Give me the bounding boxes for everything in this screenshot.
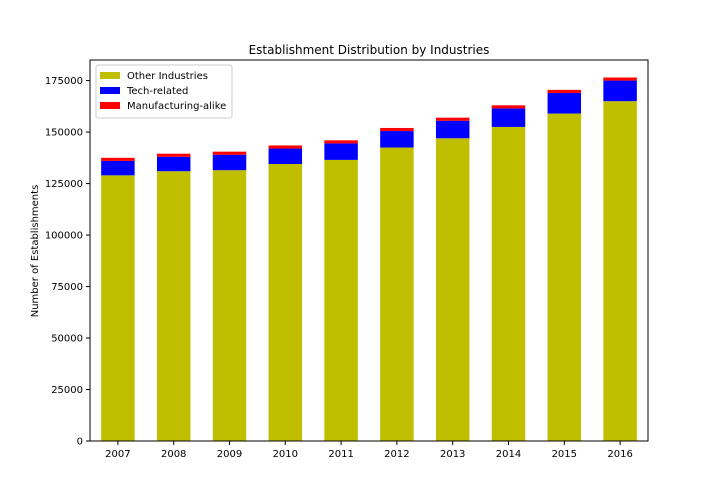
x-tick-label: 2016 — [607, 449, 632, 460]
bar-tech-related-2007 — [101, 160, 135, 176]
bar-other-industries-2012 — [380, 147, 414, 441]
bar-manufacturing-alike-2016 — [603, 77, 637, 81]
bar-tech-related-2011 — [324, 143, 358, 160]
bar-manufacturing-alike-2007 — [101, 157, 135, 161]
bar-manufacturing-alike-2015 — [547, 89, 582, 93]
bar-tech-related-2014 — [491, 108, 526, 127]
bar-other-industries-2009 — [212, 170, 247, 441]
y-tick-label: 25000 — [51, 385, 83, 396]
legend-label: Other Industries — [127, 71, 208, 82]
bar-other-industries-2014 — [491, 126, 526, 442]
x-tick-label: 2013 — [440, 449, 465, 460]
bar-manufacturing-alike-2014 — [491, 105, 526, 109]
axes-layer: 0 25000 50000 75000 100000 125000 150000 175000… — [45, 59, 649, 460]
bar-tech-related-2010 — [268, 148, 303, 165]
bar-tech-related-2008 — [156, 156, 191, 172]
bar-manufacturing-alike-2009 — [212, 151, 247, 155]
y-tick-label: 175000 — [45, 76, 83, 87]
bars-layer — [101, 77, 637, 442]
bar-other-industries-2008 — [156, 171, 191, 441]
legend-box — [95, 64, 233, 119]
x-tick-label: 2009 — [217, 449, 242, 460]
x-tick-label: 2008 — [161, 449, 186, 460]
legend-swatch — [100, 72, 120, 79]
bar-manufacturing-alike-2008 — [156, 153, 191, 157]
bar-manufacturing-alike-2010 — [268, 145, 303, 149]
bar-tech-related-2016 — [603, 80, 637, 102]
y-tick-label: 75000 — [51, 282, 83, 293]
x-tick-label: 2012 — [384, 449, 409, 460]
bar-other-industries-2015 — [547, 113, 582, 442]
bar-other-industries-2010 — [268, 164, 303, 441]
bar-other-industries-2013 — [435, 138, 470, 441]
plot-frame — [89, 59, 649, 442]
legend-label: Tech-related — [126, 86, 188, 97]
bar-manufacturing-alike-2011 — [324, 140, 358, 144]
bar-other-industries-2007 — [101, 175, 135, 441]
bar-other-industries-2011 — [324, 159, 358, 441]
y-tick-label: 150000 — [45, 128, 83, 139]
x-tick-label: 2007 — [105, 449, 130, 460]
y-tick-label: 50000 — [51, 334, 83, 345]
bar-manufacturing-alike-2012 — [380, 127, 414, 132]
legend-swatch — [100, 87, 120, 94]
legend-swatch — [100, 102, 120, 109]
bar-manufacturing-alike-2013 — [435, 117, 470, 121]
y-axis-label: Number of Establishments — [30, 185, 41, 318]
legend-label: Manufacturing-alike — [127, 101, 226, 112]
y-tick-label: 125000 — [45, 179, 83, 190]
y-tick-label: 0 — [77, 437, 83, 448]
x-tick-label: 2015 — [552, 449, 577, 460]
x-tick-label: 2011 — [328, 449, 353, 460]
bar-other-industries-2016 — [603, 101, 637, 441]
bar-tech-related-2013 — [435, 120, 470, 139]
bar-tech-related-2015 — [547, 92, 582, 114]
chart-title: Establishment Distribution by Industries — [249, 43, 490, 57]
bar-tech-related-2012 — [380, 131, 414, 148]
y-tick-label: 100000 — [45, 231, 83, 242]
bar-tech-related-2009 — [212, 154, 247, 171]
x-tick-label: 2014 — [496, 449, 521, 460]
x-tick-label: 2010 — [273, 449, 298, 460]
legend: Other Industries Tech-related Manufacturin… — [95, 64, 233, 119]
